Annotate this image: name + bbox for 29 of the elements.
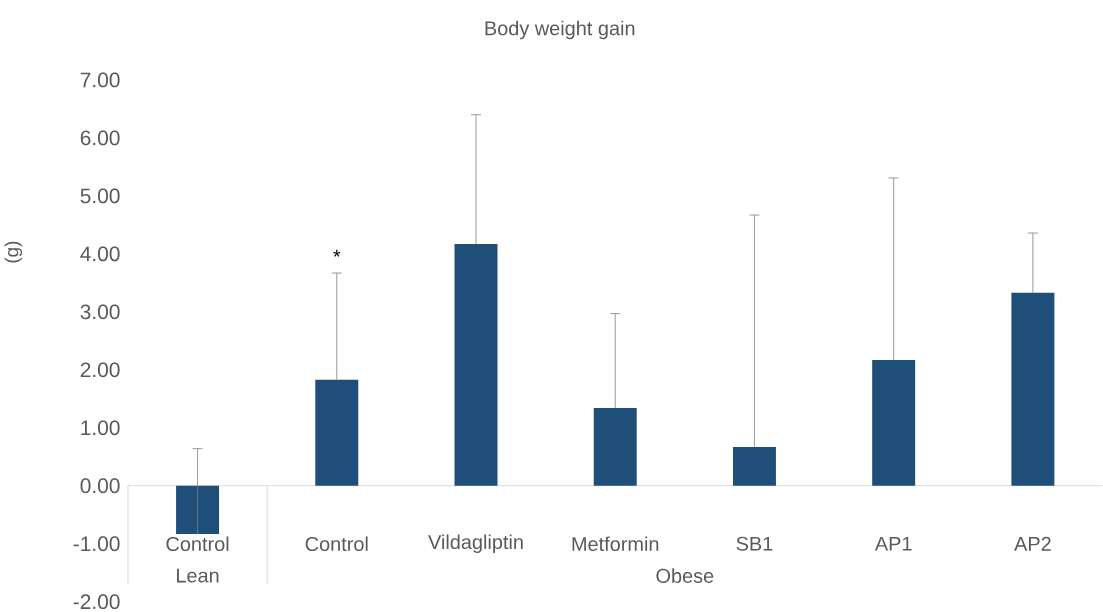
x-tick-label: SB1 bbox=[736, 536, 773, 551]
x-tick-label: Metformin bbox=[572, 536, 659, 551]
bar bbox=[1011, 292, 1055, 486]
x-tick-label: AP1 bbox=[874, 536, 912, 551]
chart-title: Body weight gain bbox=[485, 20, 635, 40]
bar bbox=[872, 359, 916, 486]
y-tick-label: 3.00 bbox=[80, 304, 120, 320]
bar bbox=[176, 485, 220, 534]
y-tick-label: -1.00 bbox=[73, 536, 120, 551]
y-tick-label: 7.00 bbox=[80, 72, 120, 88]
y-tick-label: 6.00 bbox=[80, 130, 120, 146]
x-tick-label: Vildagliptin bbox=[428, 534, 523, 553]
y-tick-label: 4.00 bbox=[80, 246, 120, 262]
y-tick-label: 0.00 bbox=[80, 478, 120, 493]
bar bbox=[593, 407, 637, 486]
y-tick-label: 5.00 bbox=[80, 188, 120, 204]
x-tick-label: Control bbox=[166, 536, 229, 551]
annotation: Obese bbox=[656, 568, 714, 583]
y-tick-label: 2.00 bbox=[80, 362, 120, 378]
x-tick-label: Control bbox=[305, 536, 368, 551]
y-tick-label: -2.00 bbox=[73, 594, 120, 609]
bar bbox=[315, 379, 359, 486]
annotation: * bbox=[333, 249, 341, 257]
x-tick-label: AP2 bbox=[1014, 536, 1051, 551]
y-axis-title: (g) bbox=[4, 241, 23, 263]
bar bbox=[454, 243, 498, 486]
bar bbox=[732, 446, 776, 486]
y-tick-label: 1.00 bbox=[81, 420, 120, 435]
annotation: Lean bbox=[177, 568, 219, 583]
